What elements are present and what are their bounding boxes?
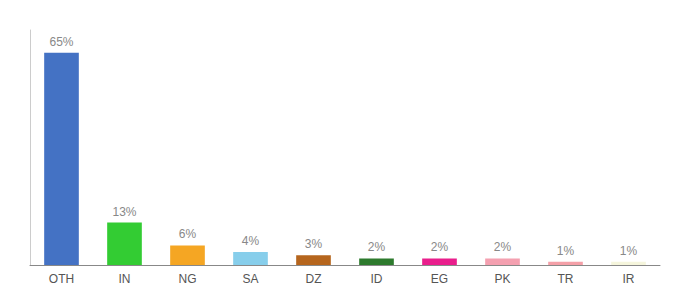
svg-text:2%: 2% xyxy=(431,240,449,254)
svg-text:TR: TR xyxy=(558,272,574,286)
svg-text:13%: 13% xyxy=(112,205,136,219)
svg-text:DZ: DZ xyxy=(306,272,322,286)
svg-text:1%: 1% xyxy=(620,244,638,258)
svg-text:OTH: OTH xyxy=(49,272,74,286)
svg-text:1%: 1% xyxy=(557,244,575,258)
svg-text:3%: 3% xyxy=(305,237,323,251)
svg-text:IR: IR xyxy=(623,272,635,286)
svg-text:ID: ID xyxy=(371,272,383,286)
svg-text:6%: 6% xyxy=(179,227,197,241)
svg-text:65%: 65% xyxy=(49,35,73,49)
svg-text:SA: SA xyxy=(242,272,258,286)
svg-text:PK: PK xyxy=(494,272,510,286)
svg-text:IN: IN xyxy=(119,272,131,286)
svg-text:2%: 2% xyxy=(494,240,512,254)
svg-text:4%: 4% xyxy=(242,234,260,248)
svg-text:NG: NG xyxy=(179,272,197,286)
svg-text:EG: EG xyxy=(431,272,448,286)
svg-text:2%: 2% xyxy=(368,240,386,254)
